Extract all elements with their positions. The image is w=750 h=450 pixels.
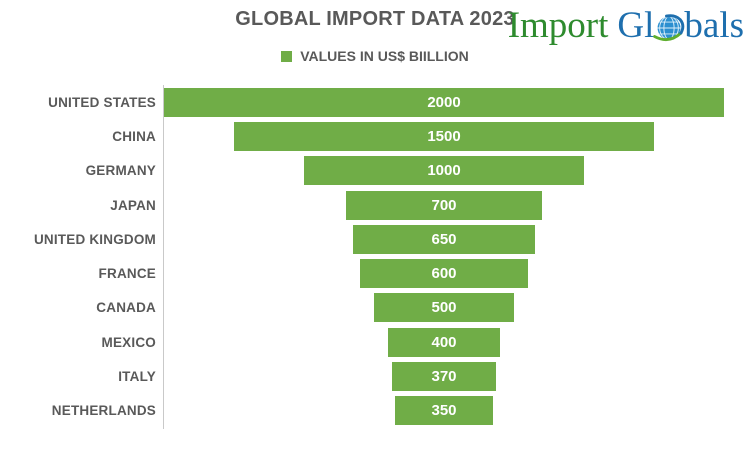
bar-value-label: 1000 bbox=[427, 162, 461, 180]
category-axis-line bbox=[163, 85, 164, 429]
chart-row: FRANCE 600 bbox=[0, 256, 724, 290]
bar-value-label: 650 bbox=[431, 230, 457, 248]
chart-row: MEXICO 400 bbox=[0, 325, 724, 359]
legend-swatch-icon bbox=[281, 50, 293, 62]
bar: 370 bbox=[392, 362, 496, 392]
bar-value-label: 400 bbox=[431, 333, 457, 351]
chart-rows: UNITED STATES 2000 CHINA 1500 GERMANY 1000 JAP… bbox=[0, 85, 724, 428]
chart-row: UNITED KINGDOM 650 bbox=[0, 222, 724, 256]
chart-row: ITALY 370 bbox=[0, 359, 724, 393]
bar: 400 bbox=[388, 327, 500, 357]
bar: 700 bbox=[346, 190, 542, 220]
bar: 1500 bbox=[234, 121, 654, 151]
category-label: CANADA bbox=[96, 300, 156, 316]
bar: 1000 bbox=[304, 156, 584, 186]
bar: 500 bbox=[374, 293, 514, 323]
legend-label: VALUES IN US$ BIILLION bbox=[300, 48, 469, 64]
category-label: UNITED STATES bbox=[48, 94, 156, 110]
bar: 650 bbox=[353, 224, 535, 254]
bar: 350 bbox=[395, 396, 493, 426]
category-label: UNITED KINGDOM bbox=[33, 231, 156, 247]
chart-row: NETHERLANDS 350 bbox=[0, 394, 724, 428]
bar-area: 650 bbox=[164, 222, 724, 256]
bar-value-label: 370 bbox=[431, 368, 457, 386]
legend: VALUES IN US$ BIILLION bbox=[0, 48, 750, 64]
category-label: JAPAN bbox=[110, 197, 156, 213]
bar-value-label: 2000 bbox=[427, 93, 461, 111]
bar-value-label: 1500 bbox=[427, 127, 461, 145]
category-label: NETHERLANDS bbox=[51, 403, 156, 419]
category-label: GERMANY bbox=[85, 163, 156, 179]
bar-area: 2000 bbox=[164, 85, 724, 119]
category-label: MEXICO bbox=[101, 334, 156, 350]
chart-row: GERMANY 1000 bbox=[0, 154, 724, 188]
import-globals-logo: Import Gl bals bbox=[508, 4, 744, 48]
logo-text-gl: Gl bbox=[617, 5, 655, 46]
chart-row: UNITED STATES 2000 bbox=[0, 85, 724, 119]
bar-value-label: 700 bbox=[431, 196, 457, 214]
bar-area: 500 bbox=[164, 291, 724, 325]
bar-area: 370 bbox=[164, 359, 724, 393]
category-label: ITALY bbox=[118, 369, 156, 385]
bar-value-label: 500 bbox=[431, 299, 457, 317]
bar: 2000 bbox=[164, 87, 724, 117]
bar-area: 600 bbox=[164, 256, 724, 290]
globe-icon bbox=[653, 14, 685, 42]
chart-row: CHINA 1500 bbox=[0, 119, 724, 153]
bar-area: 350 bbox=[164, 394, 724, 428]
category-label: CHINA bbox=[112, 128, 156, 144]
bar-area: 700 bbox=[164, 188, 724, 222]
logo-text-import: Import bbox=[507, 5, 609, 46]
bar-value-label: 600 bbox=[431, 265, 457, 283]
bar-area: 400 bbox=[164, 325, 724, 359]
category-label: FRANCE bbox=[98, 266, 156, 282]
bar-value-label: 350 bbox=[431, 402, 457, 420]
bar-area: 1500 bbox=[164, 119, 724, 153]
chart-title: GLOBAL IMPORT DATA 2023 bbox=[235, 8, 515, 30]
logo-text-bals: bals bbox=[684, 5, 744, 46]
chart-row: CANADA 500 bbox=[0, 291, 724, 325]
chart-row: JAPAN 700 bbox=[0, 188, 724, 222]
bar-area: 1000 bbox=[164, 154, 724, 188]
bar: 600 bbox=[360, 259, 528, 289]
